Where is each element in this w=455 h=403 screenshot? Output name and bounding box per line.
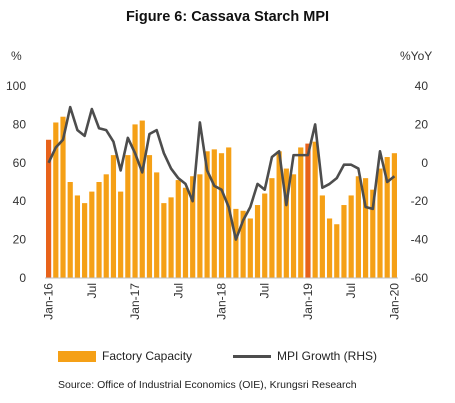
- bar: [262, 193, 268, 278]
- bar: [161, 203, 167, 278]
- bar: [125, 155, 131, 278]
- legend-line-swatch: [233, 354, 271, 358]
- bar: [132, 124, 138, 279]
- y-right-tick-label: -20: [411, 194, 429, 208]
- bar: [139, 120, 145, 278]
- bar: [190, 176, 196, 278]
- y-right-tick-label: 40: [415, 79, 429, 93]
- bar: [254, 205, 261, 278]
- bar: [341, 205, 347, 278]
- bar: [276, 151, 282, 278]
- bar: [233, 208, 239, 278]
- chart-title: Figure 6: Cassava Starch MPI: [125, 9, 330, 25]
- legend-label-mpi-growth: MPI Growth (RHS): [277, 349, 378, 363]
- bar: [74, 195, 81, 278]
- bar: [218, 153, 225, 278]
- bar: [154, 172, 160, 278]
- bar: [168, 197, 174, 278]
- y-right-tick-label: -40: [411, 233, 429, 247]
- bar: [355, 176, 361, 278]
- y-right-tick-label: 0: [421, 156, 428, 170]
- bar: [326, 218, 333, 278]
- line-series-group: [47, 105, 396, 241]
- y-left-tick-label: 0: [19, 271, 26, 285]
- y-left-tick-label: 20: [13, 233, 27, 247]
- bar: [240, 210, 246, 278]
- y-left-tick-label: 100: [6, 79, 26, 93]
- legend: Factory Capacity MPI Growth (RHS): [58, 349, 438, 367]
- x-tick-label: Jan-18: [215, 283, 229, 320]
- bar: [247, 218, 253, 278]
- bar: [334, 224, 340, 278]
- bar: [46, 139, 52, 278]
- bar: [103, 174, 109, 278]
- mpi-growth-line: [47, 105, 396, 241]
- right-axis-unit: %YoY: [400, 49, 432, 63]
- y-left-tick-label: 40: [13, 194, 27, 208]
- bar: [211, 149, 217, 278]
- bar: [175, 180, 181, 278]
- bar: [204, 151, 210, 278]
- bar: [384, 157, 390, 278]
- source-note: Source: Office of Industrial Economics (…: [58, 379, 357, 391]
- bar: [60, 116, 66, 278]
- legend-item-factory-capacity: Factory Capacity: [58, 349, 192, 363]
- bar: [377, 168, 383, 278]
- bar: [312, 141, 318, 278]
- bar: [348, 195, 354, 278]
- bar: [146, 155, 153, 278]
- bar: [370, 189, 376, 278]
- x-tick-label: Jul: [85, 283, 99, 298]
- bar: [305, 143, 311, 278]
- bar: [53, 122, 59, 278]
- axes-group: 0 20 40 60 80 100 -60 -40 -20 0 20 40 Jan-16 Jul Jan-1…: [6, 79, 428, 320]
- bar: [96, 182, 102, 278]
- x-tick-label: Jul: [171, 283, 185, 298]
- x-tick-label: Jan-16: [42, 283, 56, 320]
- bar: [118, 191, 124, 278]
- x-tick-label: Jan-17: [128, 283, 142, 320]
- bar: [319, 195, 325, 278]
- bar: [67, 182, 73, 278]
- bar: [182, 187, 189, 278]
- legend-item-mpi-growth: MPI Growth (RHS): [233, 349, 377, 363]
- chart-plot: % %YoY 0 20 40 60 80 100 -60 -40 -20 0 20 40 Jan-16 J…: [6, 49, 432, 320]
- bar: [110, 155, 117, 278]
- bar: [290, 174, 297, 278]
- bar: [391, 153, 397, 278]
- bar: [269, 178, 275, 278]
- x-tick-label: Jan-19: [301, 283, 315, 320]
- legend-label-factory-capacity: Factory Capacity: [102, 349, 193, 363]
- bar-series-group: [46, 116, 397, 279]
- legend-bar-swatch: [58, 350, 96, 362]
- bar: [89, 191, 95, 278]
- bar: [197, 174, 203, 278]
- y-left-tick-label: 60: [13, 156, 27, 170]
- x-tick-label: Jul: [344, 283, 358, 298]
- y-left-tick-label: 80: [13, 117, 27, 131]
- y-right-tick-label: -60: [411, 271, 429, 285]
- bar: [283, 168, 289, 278]
- bar: [298, 147, 304, 278]
- x-tick-label: Jul: [258, 283, 272, 298]
- bar: [82, 203, 88, 278]
- y-right-tick-label: 20: [415, 117, 429, 131]
- bar: [362, 178, 369, 278]
- x-tick-label: Jan-20: [387, 283, 401, 320]
- left-axis-unit: %: [11, 49, 22, 63]
